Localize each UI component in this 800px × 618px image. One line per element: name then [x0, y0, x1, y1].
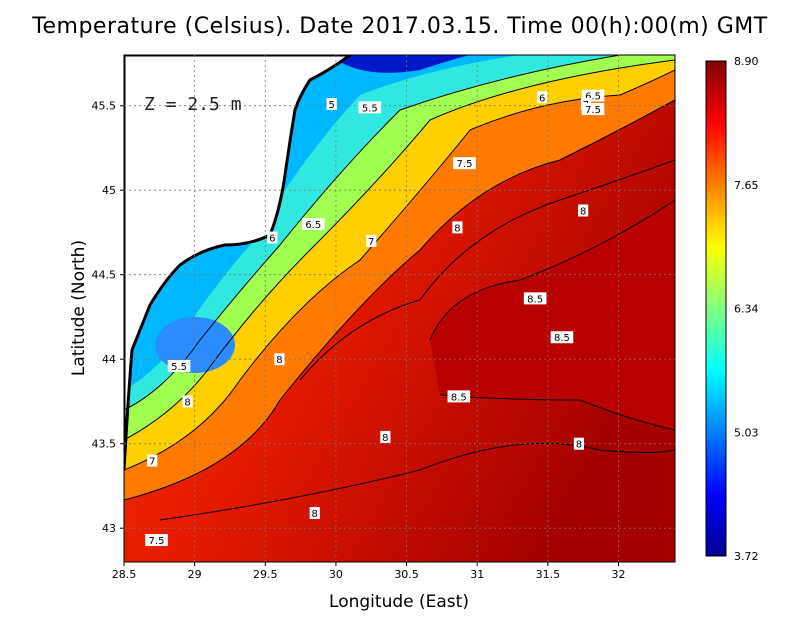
contour-label-box	[182, 395, 193, 408]
x-tick-label: 30	[329, 568, 343, 581]
contour-label-box	[366, 234, 377, 247]
land-coastline	[124, 55, 353, 471]
contour-label-box	[550, 331, 574, 344]
contour-label: 5.5	[362, 103, 378, 114]
contour-7	[124, 69, 675, 471]
y-tick-label: 43	[102, 522, 116, 535]
contour-label-box	[267, 231, 278, 244]
y-tick-label: 44	[102, 353, 116, 366]
contour-label-box	[523, 292, 547, 305]
x-tick-label: 30.5	[394, 568, 419, 581]
contour-label: 8.5	[451, 392, 467, 403]
colorbar	[705, 60, 727, 557]
contour-label-box	[302, 218, 325, 230]
contour-6	[124, 55, 621, 411]
contour-label-box	[380, 430, 391, 443]
contour-label: 7.5	[457, 159, 473, 170]
contour-6.5	[124, 59, 675, 441]
colorbar-tick-label: 3.72	[734, 550, 759, 563]
contour-label: 6	[539, 93, 545, 104]
contour-label-box	[326, 98, 337, 111]
contour-label-box	[453, 157, 476, 170]
contour-label-box	[581, 103, 605, 116]
contour-label-box	[573, 437, 585, 450]
colorbar-tick-label: 5.03	[734, 426, 759, 439]
contour-label-box	[145, 534, 168, 547]
contour-label: 8.5	[554, 333, 570, 344]
y-tick-label: 45.5	[92, 100, 117, 113]
y-axis-ticks: 43 43.5 44 44.5 45 45.5	[92, 100, 124, 535]
temperature-field	[124, 55, 675, 562]
x-axis-ticks: 28.5 29 29.5 30 30.5 31 31.5 32	[112, 562, 625, 581]
band-5	[330, 55, 470, 73]
contour-label: 8	[312, 509, 318, 520]
contour-label: 8	[576, 440, 582, 451]
contour-label-box	[447, 390, 471, 403]
contour-label: 7.5	[149, 536, 165, 547]
y-tick-label: 44.5	[92, 269, 117, 282]
y-axis-label: Latitude (North)	[69, 240, 89, 376]
contour-label: 7.5	[585, 105, 601, 116]
x-tick-label: 32	[611, 568, 625, 581]
plot-frame	[123, 54, 676, 563]
colorbar-tick-label: 7.65	[734, 179, 759, 192]
y-tick-label: 45	[102, 184, 116, 197]
contour-label-box	[309, 506, 320, 519]
contour-label-box	[578, 204, 589, 217]
grid-lines	[124, 55, 675, 562]
chart-title: Temperature (Celsius). Date 2017.03.15. …	[32, 14, 768, 39]
contour-labels: 55.566.577.57.5886.5678.58.585.58.588878…	[145, 89, 605, 547]
x-axis-label: Longitude (East)	[329, 592, 469, 612]
contour-label-box	[167, 359, 191, 372]
contour-label: 6.5	[305, 220, 321, 231]
x-tick-label: 31.5	[536, 568, 561, 581]
contour-label: 8	[454, 223, 460, 234]
contour-label: 8	[382, 433, 388, 444]
contour-label: 8	[580, 206, 586, 217]
contour-label: 8.5	[527, 294, 543, 305]
contour-8-north	[299, 159, 675, 381]
depth-annotation: Z = 2.5 m	[144, 94, 242, 115]
x-tick-label: 29.5	[253, 568, 278, 581]
contour-label-box	[452, 221, 463, 234]
contour-label: 6.5	[585, 92, 601, 103]
contour-label-box	[274, 353, 285, 366]
contour-8.5	[429, 199, 675, 431]
contour-label-box	[537, 91, 548, 104]
contour-label: 7	[368, 237, 374, 248]
y-tick-label: 43.5	[92, 438, 117, 451]
contour-8-south	[159, 442, 675, 521]
x-tick-label: 31	[470, 568, 484, 581]
contour-label: 5	[328, 100, 334, 111]
contour-label: 8	[276, 355, 282, 366]
contour-label: 7	[149, 457, 155, 468]
x-tick-label: 28.5	[112, 568, 137, 581]
colorbar-tick-label: 8.90	[734, 55, 759, 68]
colorbar-tick-label: 6.34	[734, 303, 759, 316]
colorbar-ticks: 8.90 7.65 6.34 5.03 3.72	[734, 55, 759, 563]
contour-label: 8	[184, 397, 190, 408]
band-8.5	[430, 200, 675, 430]
contour-label-box	[358, 101, 382, 114]
x-tick-label: 29	[188, 568, 202, 581]
contour-lines	[124, 55, 675, 521]
contour-label: 6	[269, 234, 275, 245]
contour-label-box	[147, 454, 158, 467]
contour-7.5	[124, 99, 675, 501]
contour-label: 5.5	[171, 362, 187, 373]
